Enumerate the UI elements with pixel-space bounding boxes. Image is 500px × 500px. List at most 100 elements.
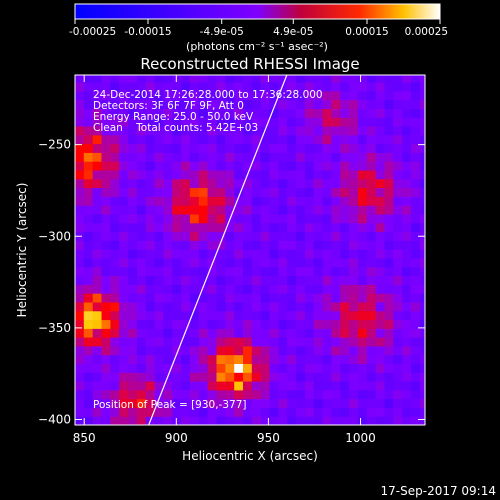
heatmap-cell bbox=[216, 213, 226, 224]
heatmap-cell bbox=[287, 266, 297, 277]
heatmap-cell bbox=[189, 99, 200, 109]
heatmap-cell bbox=[189, 90, 200, 101]
heatmap-cell bbox=[393, 196, 403, 206]
heatmap-cell bbox=[83, 407, 94, 417]
heatmap-cell bbox=[375, 337, 385, 347]
heatmap-cell bbox=[216, 75, 226, 83]
heatmap-cell bbox=[75, 345, 85, 356]
heatmap-cell bbox=[251, 416, 262, 425]
heatmap-cell bbox=[216, 187, 226, 197]
heatmap-cell bbox=[128, 152, 138, 162]
heatmap-cell bbox=[313, 90, 324, 101]
heatmap-cell bbox=[340, 178, 350, 189]
heatmap-cell bbox=[296, 249, 306, 259]
heatmap-cell bbox=[234, 301, 244, 312]
heatmap-cell bbox=[411, 416, 421, 425]
heatmap-cell bbox=[296, 108, 306, 118]
heatmap-cell bbox=[322, 82, 332, 92]
heatmap-cell bbox=[181, 328, 191, 338]
heatmap-cell bbox=[304, 354, 315, 364]
heatmap-cell bbox=[92, 328, 103, 338]
heatmap-cell bbox=[163, 213, 173, 224]
heatmap-cell bbox=[243, 416, 253, 425]
heatmap-cell bbox=[101, 398, 111, 408]
heatmap-cell bbox=[243, 363, 253, 373]
heatmap-cell bbox=[384, 213, 394, 224]
heatmap-cell bbox=[331, 99, 341, 109]
heatmap-cell bbox=[411, 161, 421, 171]
heatmap-cell bbox=[304, 345, 315, 356]
heatmap-cell bbox=[419, 222, 425, 233]
heatmap-cell bbox=[136, 152, 147, 162]
heatmap-cell bbox=[331, 108, 341, 118]
heatmap-cell bbox=[234, 249, 244, 259]
heatmap-cell bbox=[411, 222, 421, 233]
heatmap-cell bbox=[313, 108, 324, 118]
heatmap-cell bbox=[304, 293, 315, 303]
heatmap-cell bbox=[136, 222, 147, 233]
heatmap-cell bbox=[243, 143, 253, 153]
heatmap-cell bbox=[393, 363, 403, 373]
heatmap-cell bbox=[128, 231, 138, 241]
info-line-energy: Energy Range: 25.0 - 50.0 keV bbox=[93, 111, 254, 123]
heatmap-cell bbox=[313, 293, 324, 303]
heatmap-cell bbox=[216, 161, 226, 171]
heatmap-cell bbox=[304, 337, 315, 347]
heatmap-cell bbox=[154, 407, 164, 417]
heatmap-cell bbox=[419, 363, 425, 373]
heatmap-cell bbox=[119, 372, 129, 382]
heatmap-cell bbox=[393, 389, 403, 400]
heatmap-cell bbox=[198, 187, 209, 197]
heatmap-cell bbox=[207, 363, 217, 373]
heatmap-cell bbox=[322, 416, 332, 425]
heatmap-cell bbox=[349, 275, 359, 285]
heatmap-cell bbox=[304, 363, 315, 373]
heatmap-cell bbox=[172, 310, 182, 321]
heatmap-cell bbox=[119, 284, 129, 294]
heatmap-cell bbox=[216, 389, 226, 400]
heatmap-cell bbox=[375, 389, 385, 400]
heatmap-cell bbox=[136, 161, 147, 171]
info-line-time: 24-Dec-2014 17:26:28.000 to 17:36:28.000 bbox=[93, 89, 323, 101]
heatmap-cell bbox=[101, 205, 111, 215]
heatmap-cell bbox=[322, 187, 332, 197]
heatmap-cell bbox=[128, 82, 138, 92]
heatmap-cell bbox=[75, 213, 85, 224]
heatmap-cell bbox=[234, 372, 244, 382]
heatmap-cell bbox=[83, 117, 94, 127]
heatmap-cell bbox=[181, 249, 191, 259]
heatmap-cell bbox=[313, 82, 324, 92]
heatmap-cell bbox=[172, 240, 182, 250]
colorbar-tick-label: 0.00025 bbox=[405, 26, 448, 38]
heatmap-cell bbox=[181, 134, 191, 145]
heatmap-cell bbox=[402, 345, 412, 356]
heatmap-cell bbox=[269, 108, 279, 118]
heatmap-cell bbox=[357, 178, 368, 189]
heatmap-cell bbox=[349, 389, 359, 400]
heatmap-cell bbox=[304, 284, 315, 294]
heatmap-cell bbox=[75, 389, 85, 400]
heatmap-cell bbox=[75, 108, 85, 118]
heatmap-cell bbox=[260, 284, 271, 294]
heatmap-cell bbox=[110, 284, 120, 294]
heatmap-cell bbox=[145, 310, 156, 321]
heatmap-cell bbox=[101, 240, 111, 250]
colorbar-tick-labels: -0.00025 -0.00015 -4.9e-05 4.9e-05 0.00015 0.… bbox=[69, 26, 448, 38]
heatmap-cell bbox=[128, 345, 138, 356]
heatmap-cell bbox=[83, 293, 94, 303]
heatmap-cell bbox=[251, 161, 262, 171]
heatmap-cell bbox=[181, 125, 191, 136]
heatmap-cell bbox=[110, 372, 120, 382]
heatmap-cell bbox=[278, 231, 288, 241]
heatmap-cell bbox=[402, 398, 412, 408]
heatmap-cell bbox=[393, 381, 403, 391]
heatmap-cell bbox=[163, 381, 173, 391]
heatmap-cell bbox=[128, 389, 138, 400]
heatmap-cell bbox=[384, 169, 394, 180]
heatmap-cell bbox=[225, 205, 235, 215]
heatmap-cell bbox=[101, 319, 111, 329]
heatmap-cell bbox=[83, 108, 94, 118]
heatmap-cell bbox=[340, 108, 350, 118]
heatmap-cell bbox=[101, 389, 111, 400]
heatmap-cell bbox=[349, 363, 359, 373]
